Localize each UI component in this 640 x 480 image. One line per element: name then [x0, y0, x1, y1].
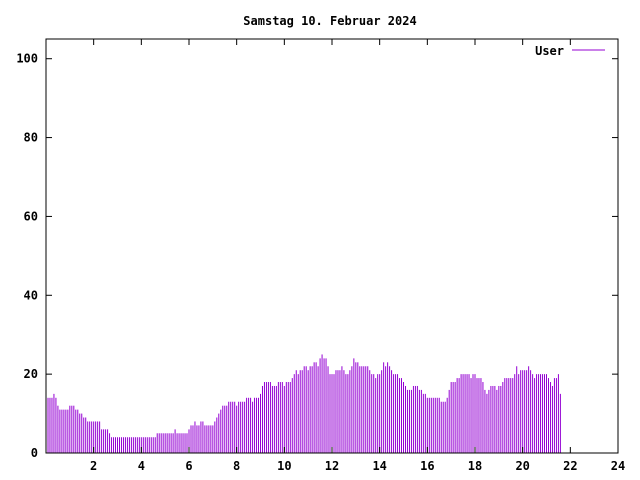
x-tick-label: 4: [138, 459, 145, 473]
y-tick-label: 0: [31, 446, 38, 460]
series-user-bars: [45, 354, 561, 453]
legend: User: [535, 44, 605, 58]
x-tick-label: 14: [372, 459, 386, 473]
x-tick-label: 18: [468, 459, 482, 473]
x-tick-label: 6: [185, 459, 192, 473]
x-tick-label: 16: [420, 459, 434, 473]
x-tick-label: 22: [563, 459, 577, 473]
x-tick-label: 10: [277, 459, 291, 473]
x-tick-label: 8: [233, 459, 240, 473]
x-tick-label: 12: [325, 459, 339, 473]
legend-label-user: User: [535, 44, 564, 58]
x-tick-label: 20: [515, 459, 529, 473]
y-tick-label: 20: [24, 367, 38, 381]
chart-title: Samstag 10. Februar 2024: [243, 14, 416, 28]
y-tick-label: 40: [24, 288, 38, 302]
x-tick-label: 24: [611, 459, 625, 473]
x-tick-label: 2: [90, 459, 97, 473]
y-tick-label: 80: [24, 131, 38, 145]
y-tick-label: 60: [24, 209, 38, 223]
y-tick-label: 100: [16, 52, 38, 66]
